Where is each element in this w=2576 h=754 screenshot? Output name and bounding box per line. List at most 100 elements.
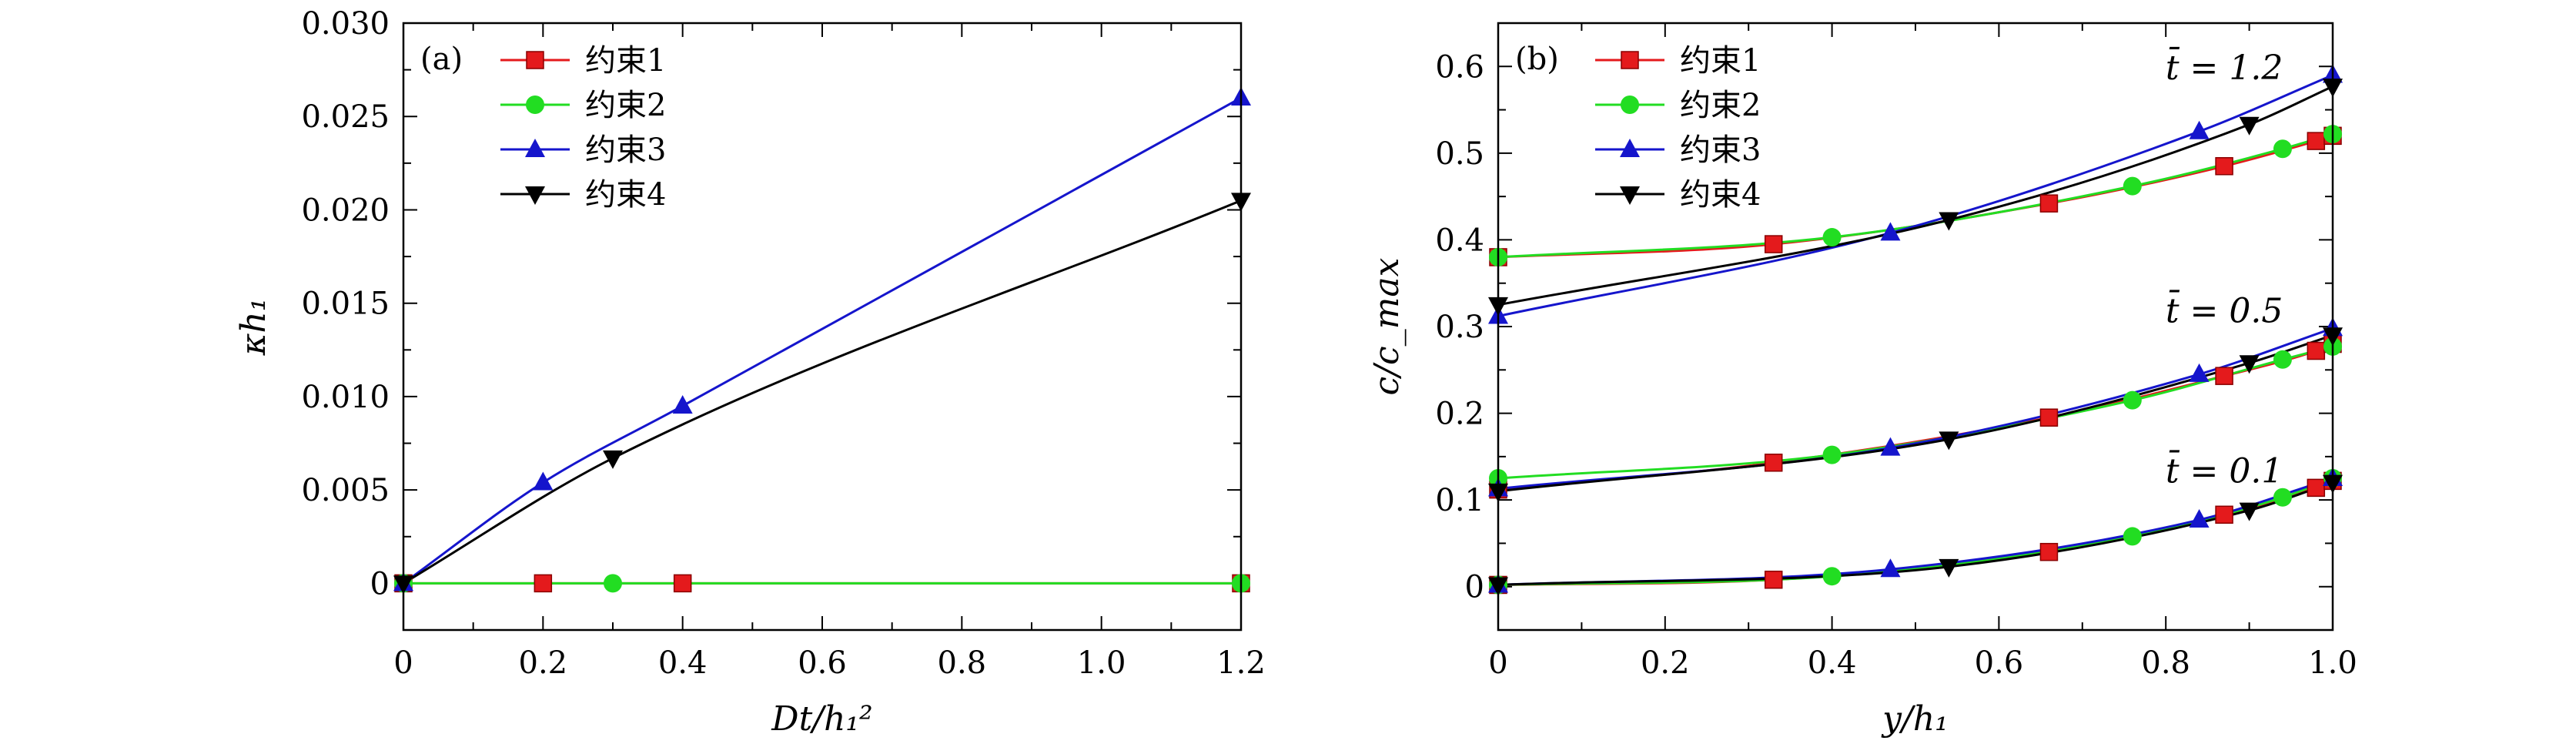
x-axis-label: y/h₁: [1881, 699, 1949, 739]
legend: 约束1 约束2 约束3 约束4: [500, 43, 666, 213]
series-line-约束4: [403, 199, 1241, 585]
y-tick-label: 0.030: [301, 6, 390, 42]
data-point: [2039, 194, 2059, 213]
legend-label: 约束1: [585, 43, 666, 79]
data-point: [2273, 139, 2292, 159]
legend-marker: [525, 186, 545, 205]
data-point: [1880, 222, 1901, 241]
x-tick-label: 0: [1488, 645, 1507, 681]
y-tick-label: 0.6: [1435, 49, 1484, 85]
x-tick-label: 0.2: [1641, 645, 1690, 681]
x-tick-label: 0.8: [2141, 645, 2190, 681]
x-tick-label: 0.8: [938, 645, 987, 681]
legend-marker: [1620, 139, 1640, 157]
legend-marker: [1620, 186, 1640, 205]
data-point: [604, 574, 622, 593]
legend-label: 约束1: [1680, 43, 1761, 79]
y-tick-label: 0.4: [1435, 223, 1484, 258]
series-line-约束4: [1498, 85, 2333, 307]
data-point: [2239, 355, 2260, 374]
data-point: [1880, 437, 1901, 456]
panel-b: 0 0.2 0.4 0.6 0.8 1.0 0 0.1 0.2 0.3 0.4 0.5 0.6 (b) 约束…: [1367, 22, 2357, 739]
data-point: [1822, 228, 1842, 247]
curve-annotation: t̄ = 0.1: [2166, 449, 2283, 491]
y-tick-label: 0.3: [1435, 310, 1484, 345]
legend-label: 约束3: [585, 132, 666, 168]
y-tick-label: 0: [1465, 570, 1484, 605]
data-point: [2123, 527, 2142, 546]
plot-frame: [1497, 22, 2334, 632]
data-point: [672, 395, 693, 414]
data-point: [1939, 212, 1959, 231]
legend-label: 约束3: [1680, 132, 1761, 168]
x-axis-label: Dt/h₁²: [771, 699, 872, 739]
data-point: [1764, 453, 1783, 472]
data-point: [2273, 488, 2292, 507]
x-tick-label: 1.2: [1216, 645, 1266, 681]
data-point: [1764, 235, 1783, 253]
data-point: [2039, 408, 2059, 427]
data-point: [1939, 558, 1959, 578]
data-point: [2215, 505, 2233, 524]
plot-area: [403, 96, 1241, 585]
y-tick-label: 0.015: [301, 287, 390, 322]
data-point: [1822, 567, 1842, 586]
y-tick-label: 0.5: [1435, 136, 1484, 172]
legend: 约束1 约束2 约束3 约束4: [1595, 43, 1761, 213]
panel-label: (b): [1515, 42, 1559, 77]
legend-marker: [526, 96, 544, 114]
data-point: [2215, 367, 2233, 385]
x-tick-label: 0: [393, 645, 413, 681]
data-point: [534, 574, 553, 593]
data-point: [603, 450, 623, 469]
data-point: [1822, 445, 1842, 464]
y-axis-label: c/c_max: [1367, 257, 1407, 395]
series-line-约束4: [1498, 481, 2333, 586]
y-axis-label: κh₁: [234, 298, 273, 357]
data-point: [2123, 176, 2142, 196]
data-point: [1939, 431, 1959, 451]
data-point: [2239, 502, 2260, 521]
legend-label: 约束4: [1680, 177, 1761, 213]
data-point: [1880, 558, 1901, 578]
data-point: [2039, 542, 2059, 561]
data-point: [1764, 570, 1783, 589]
curve-annotation: t̄ = 0.5: [2166, 289, 2283, 331]
data-point: [2239, 116, 2260, 136]
legend-label: 约束4: [585, 177, 666, 213]
y-tick-label: 0.2: [1435, 397, 1484, 432]
x-tick-label: 0.2: [519, 645, 568, 681]
panel-label: (a): [420, 42, 463, 77]
legend-marker: [526, 51, 544, 69]
legend-marker: [1621, 51, 1639, 69]
data-point: [2189, 363, 2210, 382]
x-tick-label: 1.0: [2308, 645, 2357, 681]
x-tick-label: 0.6: [1975, 645, 2024, 681]
panel-a: 0 0.2 0.4 0.6 0.8 1.0 1.2 0 0.005 0.010 0.015 0.020…: [234, 6, 1266, 739]
curve-annotation: t̄ = 1.2: [2166, 46, 2283, 89]
data-point: [2189, 509, 2210, 528]
y-tick-label: 0.020: [301, 193, 390, 228]
legend-label: 约束2: [1680, 88, 1761, 123]
series-line-约束3: [1498, 74, 2333, 317]
y-tick-label: 0.1: [1435, 483, 1484, 518]
y-tick-label: 0.025: [301, 99, 390, 135]
data-point: [2307, 132, 2326, 150]
x-tick-label: 1.0: [1077, 645, 1126, 681]
x-tick-label: 0.4: [658, 645, 708, 681]
data-point: [2123, 390, 2142, 410]
data-point: [673, 574, 692, 593]
y-tick-label: 0: [370, 566, 390, 602]
y-tick-label: 0.010: [301, 380, 390, 415]
data-point: [2189, 120, 2210, 139]
data-point: [2215, 156, 2233, 176]
series-line-约束3: [403, 96, 1241, 585]
x-tick-label: 0.6: [798, 645, 847, 681]
x-tick-label: 0.4: [1808, 645, 1857, 681]
series-line-约束2: [1498, 477, 2333, 586]
data-point: [2307, 341, 2326, 360]
data-point: [2273, 350, 2292, 369]
legend-marker: [1621, 96, 1639, 114]
